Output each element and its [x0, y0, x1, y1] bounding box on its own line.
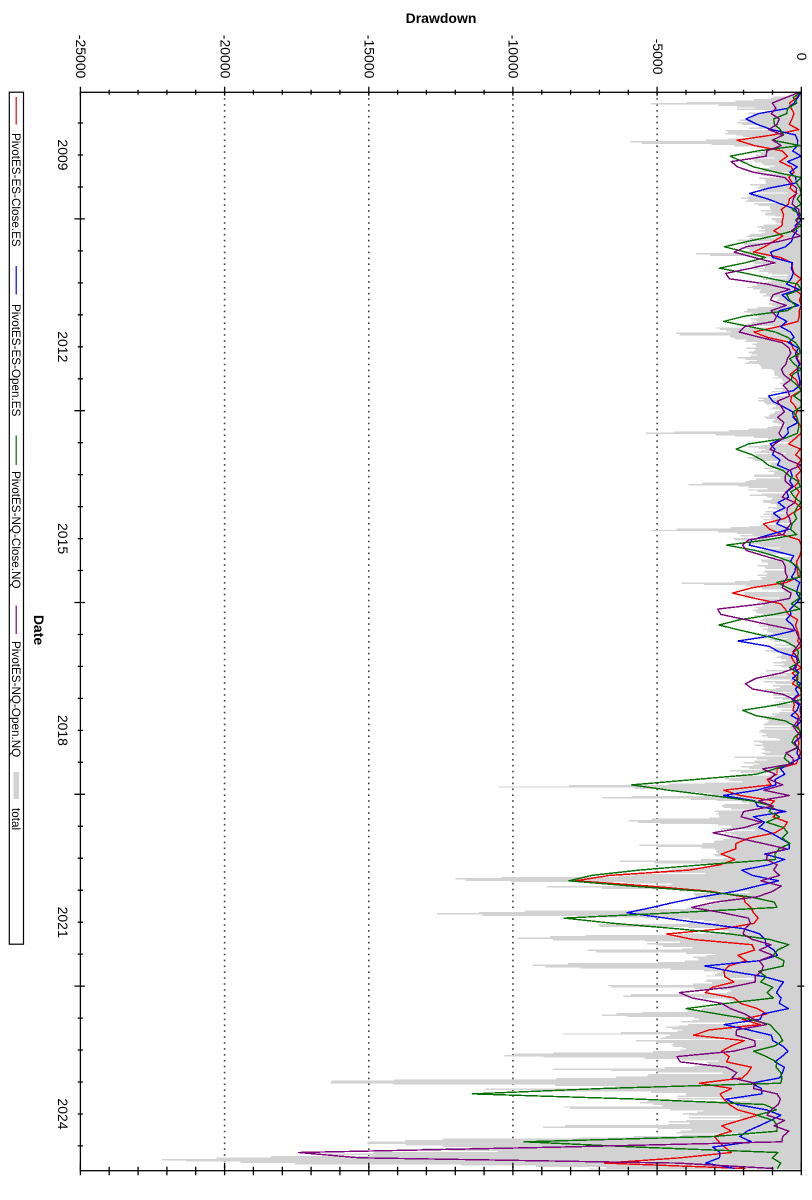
svg-text:2015: 2015 — [55, 523, 71, 554]
svg-text:PivotES-ES-Open.ES: PivotES-ES-Open.ES — [9, 304, 22, 417]
svg-text:total: total — [9, 808, 22, 830]
svg-text:-25000: -25000 — [73, 35, 89, 79]
svg-text:2024: 2024 — [55, 1098, 71, 1129]
svg-text:2021: 2021 — [55, 907, 71, 938]
svg-text:-15000: -15000 — [362, 35, 378, 79]
svg-text:Drawdown: Drawdown — [406, 10, 477, 26]
svg-text:2009: 2009 — [55, 139, 71, 170]
svg-text:PivotES-NQ-Open.NQ: PivotES-NQ-Open.NQ — [9, 641, 22, 757]
svg-text:-20000: -20000 — [217, 35, 233, 79]
svg-text:Date: Date — [31, 615, 47, 646]
svg-text:PivotES-NQ-Close.NQ: PivotES-NQ-Close.NQ — [9, 471, 22, 589]
svg-text:-5000: -5000 — [650, 39, 666, 75]
svg-text:PivotES-ES-Close.ES: PivotES-ES-Close.ES — [9, 133, 22, 247]
svg-text:2018: 2018 — [55, 715, 71, 746]
svg-text:0: 0 — [794, 53, 810, 61]
svg-text:-10000: -10000 — [506, 35, 522, 79]
svg-text:2012: 2012 — [55, 331, 71, 362]
